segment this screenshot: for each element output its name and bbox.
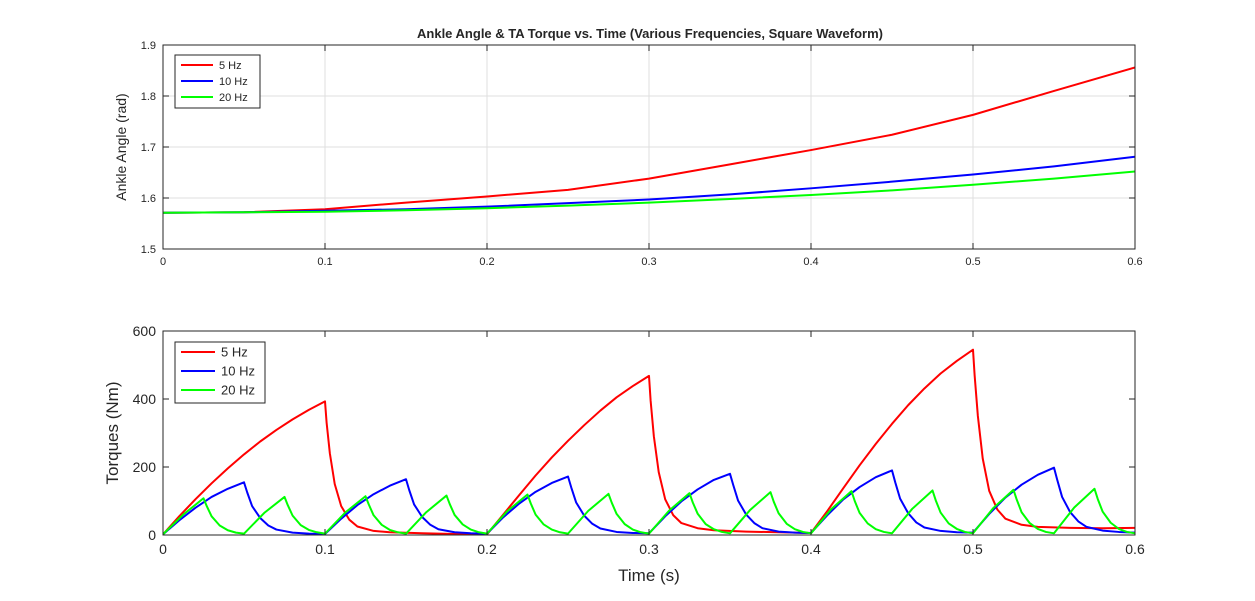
torque-y-tick-label: 200 — [133, 459, 157, 475]
torque-x-tick-label: 0.1 — [315, 541, 335, 557]
angle-x-tick-label: 0.6 — [1127, 256, 1142, 268]
torque-legend-label-2: 20 Hz — [221, 383, 255, 398]
angle-legend-label-1: 10 Hz — [219, 76, 248, 88]
angle-plot: 0 0.1 0.2 0.3 0.4 0.5 0.6 1.5 1.6 1.7 1.8 1.9 Ankle … — [113, 40, 1143, 268]
torque-x-tick-label: 0.6 — [1125, 541, 1145, 557]
angle-series-line-0 — [163, 66, 1135, 214]
torque-x-tick-label: 0.4 — [801, 541, 821, 557]
angle-x-tick-label: 0.3 — [641, 256, 656, 268]
chart-title: Ankle Angle & TA Torque vs. Time (Variou… — [417, 26, 883, 41]
torque-y-tick-label: 600 — [133, 323, 157, 339]
angle-series-line-2 — [163, 170, 1135, 214]
angle-legend: 5 Hz 10 Hz 20 Hz — [174, 54, 261, 109]
angle-y-axis-label: Ankle Angle (rad) — [113, 93, 129, 200]
torque-plot-area — [163, 331, 1135, 535]
angle-y-tick-label: 1.8 — [141, 91, 156, 103]
angle-x-tick-label: 0 — [160, 256, 166, 268]
torque-legend-label-1: 10 Hz — [221, 364, 255, 379]
torque-x-axis-label: Time (s) — [618, 566, 680, 585]
torque-x-tick-label: 0 — [159, 541, 167, 557]
torque-x-tick-label: 0.5 — [963, 541, 983, 557]
angle-series-line-1 — [163, 155, 1135, 214]
torque-plot: 0 0.1 0.2 0.3 0.4 0.5 0.6 0 200 400 600 Torques (Nm… — [103, 323, 1145, 585]
torque-y-tick-label: 400 — [133, 391, 157, 407]
angle-x-tick-label: 0.2 — [479, 256, 494, 268]
torque-series-line-0 — [163, 348, 1135, 535]
angle-legend-label-2: 20 Hz — [219, 92, 248, 104]
torque-legend-label-0: 5 Hz — [221, 345, 248, 360]
angle-y-tick-label: 1.6 — [141, 193, 156, 205]
torque-y-axis-label: Torques (Nm) — [103, 382, 122, 485]
torque-y-tick-label: 0 — [148, 527, 156, 543]
torque-x-tick-label: 0.3 — [639, 541, 659, 557]
angle-legend-label-0: 5 Hz — [219, 60, 242, 72]
angle-x-tick-label: 0.5 — [965, 256, 980, 268]
angle-y-tick-label: 1.5 — [141, 244, 156, 256]
angle-x-tick-label: 0.4 — [803, 256, 818, 268]
angle-x-tick-label: 0.1 — [317, 256, 332, 268]
angle-y-tick-label: 1.7 — [141, 142, 156, 154]
torque-x-tick-label: 0.2 — [477, 541, 497, 557]
angle-y-tick-label: 1.9 — [141, 40, 156, 52]
torque-legend: 5 Hz 10 Hz 20 Hz — [174, 341, 266, 404]
